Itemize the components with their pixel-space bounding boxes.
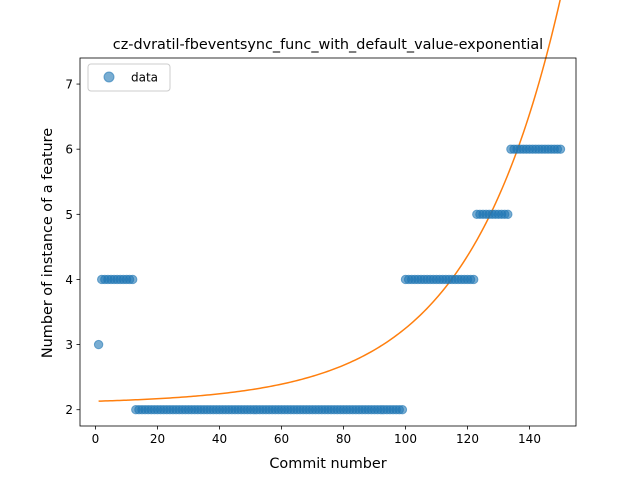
x-tick-label: 40 bbox=[212, 432, 227, 446]
x-axis: 0 20 40 60 80 100 120 140 bbox=[92, 426, 541, 446]
y-tick-label: 4 bbox=[65, 273, 73, 287]
x-tick-label: 120 bbox=[456, 432, 479, 446]
fit-layer bbox=[98, 0, 561, 402]
data-point bbox=[397, 405, 408, 415]
data-point bbox=[555, 144, 566, 154]
y-tick-label: 7 bbox=[65, 78, 73, 92]
plot-area bbox=[93, 0, 566, 415]
x-tick-label: 140 bbox=[518, 432, 541, 446]
points-layer bbox=[93, 144, 566, 415]
x-tick-label: 60 bbox=[274, 432, 289, 446]
y-tick-label: 6 bbox=[65, 143, 73, 157]
axes-frame bbox=[79, 57, 577, 427]
data-point bbox=[503, 209, 513, 220]
x-tick-label: 0 bbox=[92, 432, 100, 446]
fit-curve bbox=[98, 0, 561, 402]
legend-label-data: data bbox=[131, 71, 158, 85]
y-tick-label: 5 bbox=[65, 208, 73, 222]
y-tick-label: 3 bbox=[65, 338, 73, 352]
y-tick-label: 2 bbox=[65, 403, 73, 417]
chart-title: cz-dvratil-fbeventsync_func_with_default… bbox=[113, 37, 543, 53]
y-axis-label: Number of instance of a feature bbox=[40, 128, 56, 358]
data-point bbox=[128, 274, 138, 285]
data-point bbox=[93, 339, 104, 350]
x-tick-label: 20 bbox=[150, 432, 165, 446]
x-tick-label: 100 bbox=[394, 432, 417, 446]
x-axis-label: Commit number bbox=[269, 456, 386, 472]
y-axis: 2 3 4 5 6 7 bbox=[65, 78, 80, 417]
data-point bbox=[469, 274, 479, 285]
x-tick-label: 80 bbox=[336, 432, 351, 446]
legend-marker-data bbox=[103, 71, 115, 83]
legend: data bbox=[87, 63, 171, 92]
legend-box bbox=[87, 63, 171, 92]
